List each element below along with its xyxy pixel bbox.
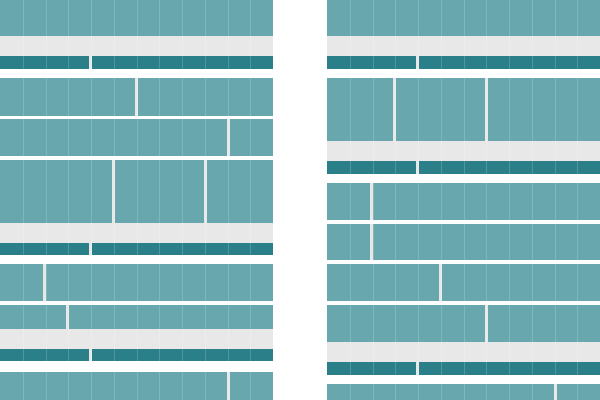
content-block [0,264,43,301]
content-block [327,224,370,260]
header-bar [0,243,89,255]
divider [0,301,273,305]
content-block [396,78,485,141]
divider [0,156,273,160]
content-block [0,372,227,400]
content-block [488,305,600,342]
content-block [138,78,273,116]
content-block [442,264,600,301]
divider [327,69,600,78]
divider [0,361,273,372]
header-bar [327,362,416,375]
header-bar [419,161,600,174]
content-block [327,183,370,220]
header-bar [92,243,273,255]
content-block [327,384,554,400]
content-block [488,78,600,141]
header-bar [419,362,600,375]
header-bar [92,56,273,69]
divider [327,174,600,183]
divider [327,260,600,264]
header-bar [327,161,416,174]
content-block [373,224,600,260]
divider [327,301,600,305]
content-block [230,119,273,156]
left-layout-panel [0,0,273,400]
content-block [0,119,227,156]
content-block [0,305,66,329]
right-layout-panel [327,0,600,400]
divider [327,375,600,384]
content-block [115,160,204,223]
divider [0,69,273,78]
content-block [327,264,439,301]
header-bar [0,349,89,361]
content-block [327,0,600,36]
content-block [0,160,112,223]
content-block [69,305,273,329]
content-block [0,78,135,116]
divider [0,116,273,119]
content-block [327,78,393,141]
content-block [207,160,273,223]
content-block [373,183,600,220]
header-bar [92,349,273,361]
divider [0,255,273,264]
divider [327,220,600,224]
header-bar [419,56,600,69]
content-block [0,0,273,36]
content-block [557,384,600,400]
header-bar [327,56,416,69]
header-bar [0,56,89,69]
content-block [327,305,485,342]
content-block [46,264,273,301]
content-block [230,372,273,400]
